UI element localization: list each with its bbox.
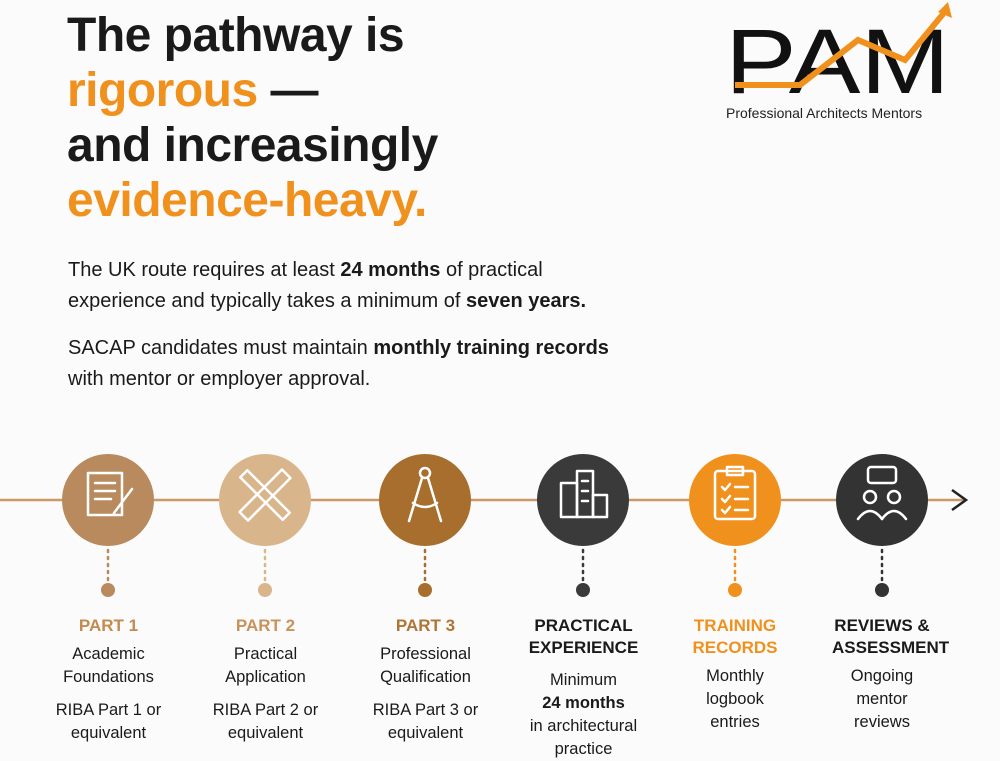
step-dot (418, 583, 432, 597)
step-subtitle: Monthly logbook entries (706, 667, 764, 731)
headline-text: and increasingly (67, 119, 438, 172)
paragraph-text: 24 months (340, 259, 441, 281)
icon-document (86, 471, 134, 517)
headline-line: evidence-heavy. (67, 173, 438, 228)
step-detail: RIBA Part 3 or equivalent (372, 701, 479, 742)
step-dot (258, 583, 272, 597)
step: PRACTICAL EXPERIENCE Minimum 24 months in a… (521, 615, 646, 761)
step: REVIEWS & ASSESSMENT Ongoing mentor revie… (832, 615, 950, 734)
paragraph-text: monthly training records (373, 337, 609, 359)
logo-tagline: Professional Architects Mentors (726, 105, 922, 121)
headline-line: The pathway is (67, 8, 438, 63)
paragraph-text: SACAP candidates must maintain (68, 337, 374, 359)
paragraph-text: The UK route requires at least (68, 259, 341, 281)
step-circle (379, 454, 471, 546)
headline-text: evidence-heavy. (67, 174, 427, 227)
paragraph: SACAP candidates must maintain monthly t… (68, 333, 613, 395)
step-dot (576, 583, 590, 597)
step: PART 2 Practical Application RIBA Part 2 o… (203, 615, 328, 745)
icons (86, 465, 908, 523)
icon-people (856, 465, 908, 521)
logo-arrowhead (938, 2, 952, 18)
step-dot (101, 583, 115, 597)
step-subtitle: Ongoing mentor reviews (850, 667, 914, 731)
logo: PAM Professional Architects Mentors (725, 2, 952, 121)
step-circle (836, 454, 928, 546)
paragraph: The UK route requires at least 24 months… (68, 255, 613, 317)
headline: The pathway is rigorous — and increasingly… (67, 8, 438, 228)
step-detail: RIBA Part 1 or equivalent (55, 701, 162, 742)
icon-clipboard (713, 465, 757, 521)
step-dot (728, 583, 742, 597)
icon-compass (407, 466, 443, 523)
step-title: REVIEWS & ASSESSMENT (832, 616, 950, 657)
step-subtitle: Practical Application (225, 645, 306, 686)
step-dot (875, 583, 889, 597)
headline-line: rigorous — (67, 63, 438, 118)
step-detail: RIBA Part 2 or equivalent (212, 701, 319, 742)
step: PART 1 Academic Foundations RIBA Part 1 or… (46, 615, 171, 745)
step: TRAINING RECORDS Monthly logbook entries (685, 615, 785, 734)
step-subtitle: Professional Qualification (380, 645, 471, 686)
step: PART 3 Professional Qualification RIBA Par… (363, 615, 488, 745)
icon-ruler-pencil (238, 468, 292, 522)
intro: The UK route requires at least 24 months… (68, 255, 613, 411)
headline-line: and increasingly (67, 118, 438, 173)
step-title: PRACTICAL EXPERIENCE (528, 616, 639, 657)
step-note: Minimum (550, 671, 617, 689)
step-subtitle: Academic Foundations (63, 645, 154, 686)
paragraph-text: with mentor or employer approval. (68, 368, 371, 390)
step-title: PART 3 (395, 616, 456, 635)
logo-mark: PAM (725, 11, 950, 113)
step-highlight: 24 months (542, 694, 625, 712)
step-title: TRAINING RECORDS (692, 616, 778, 657)
logo-arrow (735, 6, 951, 88)
step-circle (219, 454, 311, 546)
paragraph-text: seven years. (465, 290, 587, 312)
headline-text: rigorous (67, 64, 258, 117)
icon-building (559, 469, 609, 519)
headline-text: The pathway is (67, 9, 405, 62)
timeline-arrow (951, 488, 969, 512)
headline-text: — (257, 64, 319, 117)
step-title: PART 1 (78, 616, 139, 635)
paragraph-text: of practical experience and typically ta… (68, 259, 543, 312)
step-title: PART 2 (235, 616, 296, 635)
step-detail: in architectural practice (529, 717, 638, 758)
